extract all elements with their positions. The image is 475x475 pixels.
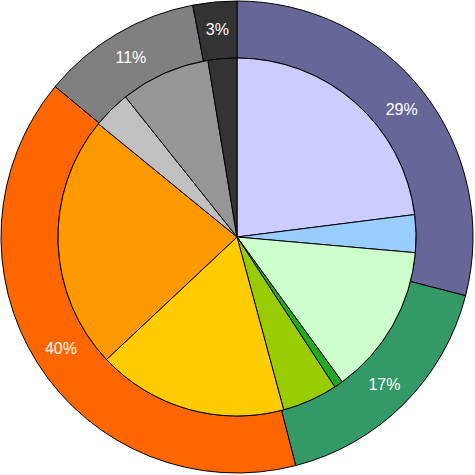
- data-label: 3%: [206, 21, 229, 38]
- pie-slice: [208, 58, 237, 237]
- chart-container: 29% 17% 40% 11% 3%: [0, 0, 475, 475]
- data-label: 40%: [45, 340, 77, 357]
- pie-slice: [237, 58, 415, 237]
- pie-chart: 29% 17% 40% 11% 3%: [0, 0, 475, 475]
- data-label: 29%: [386, 101, 418, 118]
- pie-slice: [193, 1, 237, 61]
- data-label: 11%: [115, 49, 146, 66]
- data-label: 17%: [368, 376, 400, 393]
